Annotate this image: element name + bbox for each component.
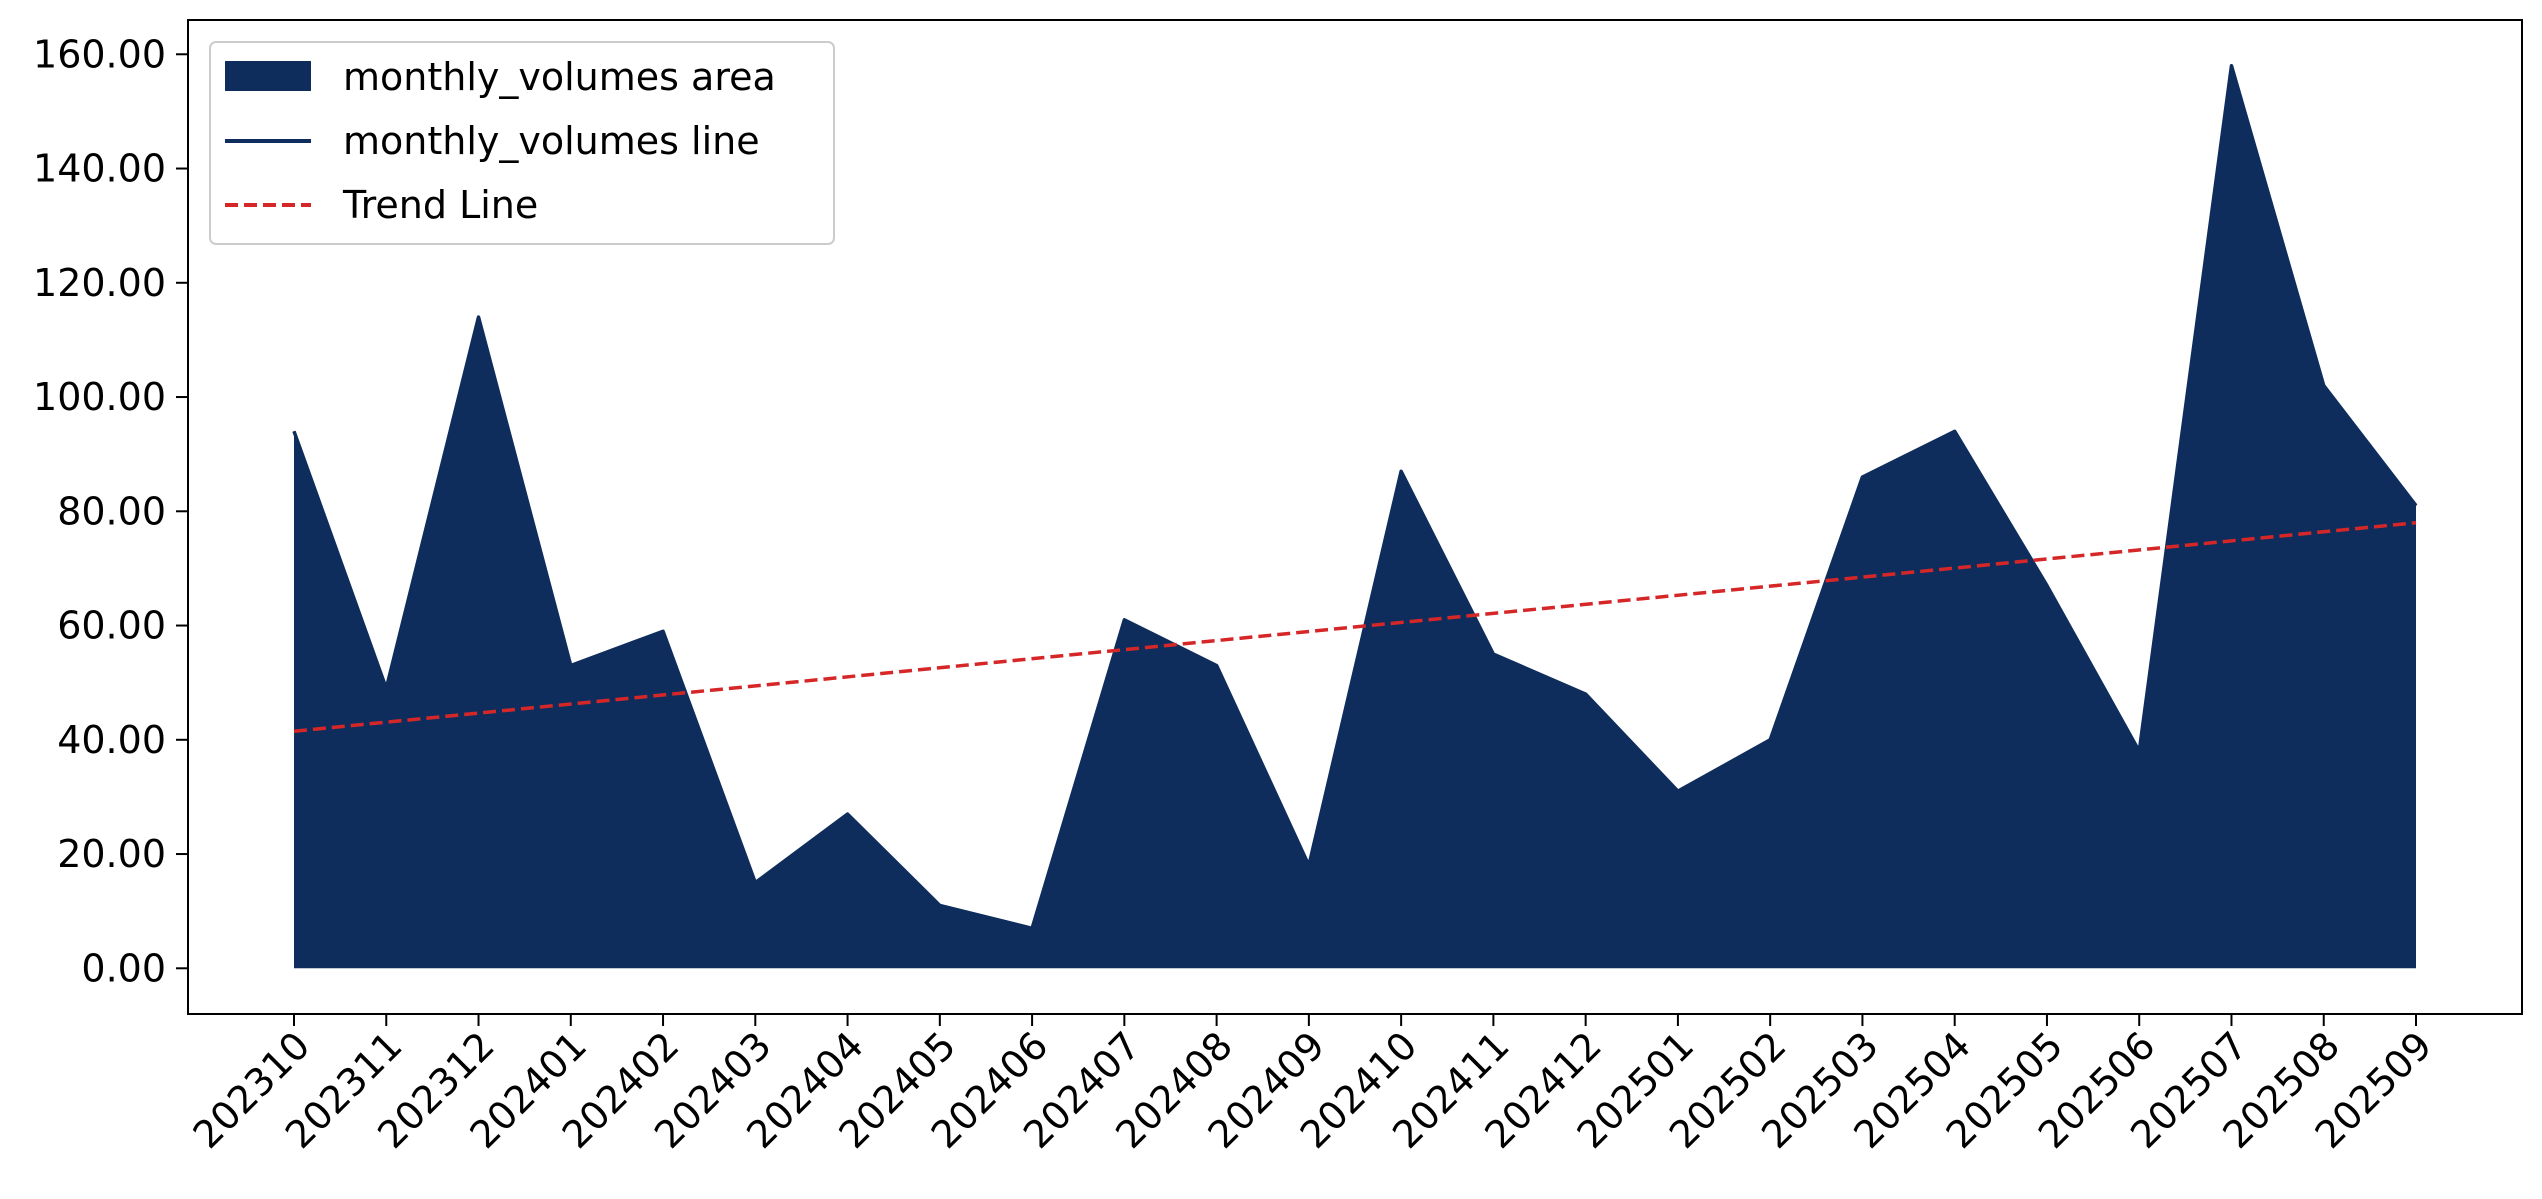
data-point — [1031, 927, 1033, 929]
legend-box — [209, 41, 835, 245]
data-point — [2415, 505, 2417, 507]
legend-label: monthly_volumes line — [343, 119, 760, 163]
data-point — [2230, 65, 2232, 67]
data-point — [1123, 619, 1125, 621]
y-tick-label: 0.00 — [81, 946, 166, 990]
y-tick-label: 140.00 — [33, 147, 166, 191]
data-point — [2046, 585, 2048, 587]
data-point — [1677, 790, 1679, 792]
data-point — [293, 430, 295, 432]
data-point — [1400, 470, 1402, 472]
data-point — [1954, 430, 1956, 432]
legend-label: Trend Line — [342, 183, 538, 227]
plot-layer — [292, 63, 2418, 969]
y-tick-label: 80.00 — [57, 489, 166, 533]
line-series-monthly-volumes — [292, 63, 2418, 931]
y-tick-label: 120.00 — [33, 261, 166, 305]
legend-label: monthly_volumes area — [343, 55, 776, 99]
data-point — [1308, 864, 1310, 866]
data-point — [2138, 750, 2140, 752]
y-tick-label: 160.00 — [33, 32, 166, 76]
trend-line — [293, 520, 2417, 733]
data-point — [754, 882, 756, 884]
y-tick-label: 40.00 — [57, 718, 166, 762]
data-point — [1585, 693, 1587, 695]
data-point — [1861, 476, 1863, 478]
data-point — [2323, 385, 2325, 387]
data-point — [1216, 665, 1218, 667]
y-tick-label: 20.00 — [57, 832, 166, 876]
data-point — [1492, 653, 1494, 655]
legend: monthly_volumes area monthly_volumes line… — [209, 41, 835, 245]
data-point — [662, 630, 664, 632]
y-tick-label: 100.00 — [33, 375, 166, 419]
legend-swatch-area — [225, 61, 311, 91]
y-tick-label: 60.00 — [57, 604, 166, 648]
data-point — [570, 665, 572, 667]
data-point — [939, 904, 941, 906]
data-point — [478, 316, 480, 318]
data-point — [1769, 739, 1771, 741]
data-point — [847, 813, 849, 815]
area-series-monthly-volumes — [294, 65, 2416, 969]
data-point — [385, 687, 387, 689]
plot-frame — [187, 19, 2523, 1015]
